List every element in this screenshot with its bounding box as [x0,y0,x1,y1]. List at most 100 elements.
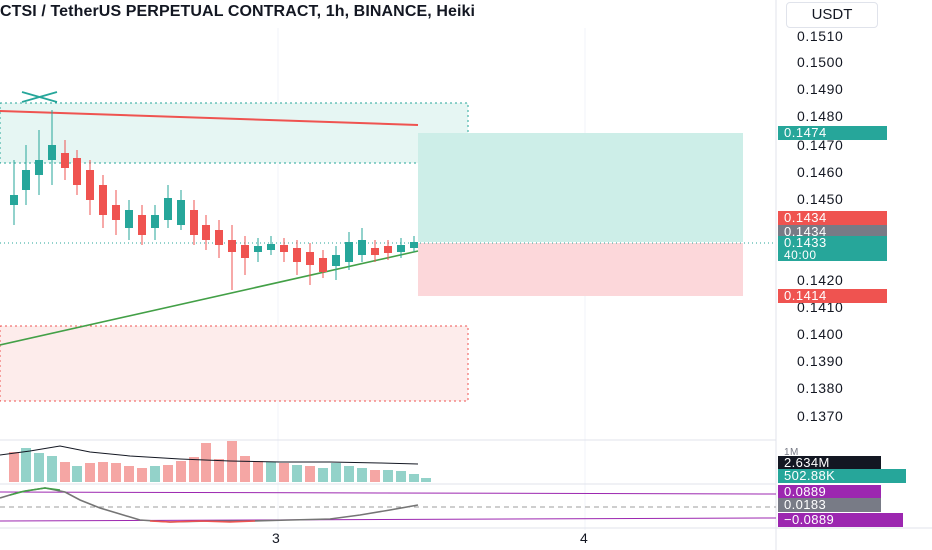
entry-price-tag: 0.1434 [778,211,887,225]
oscillator-upper-tag: 0.0889 [778,485,881,499]
last-price-tag: 0.1433 [778,236,887,250]
volume-value-tag: 2.634M [778,456,881,470]
volume-bar [305,466,315,482]
support-trend-line[interactable] [0,250,419,346]
candle-body [10,195,18,205]
long-position-stop-zone[interactable] [418,243,743,296]
volume-bar [163,465,173,482]
candle-body [177,200,185,225]
oscillator-value-tag: 0.0183 [778,498,881,512]
candle-body [164,198,172,220]
volume-bar [111,463,121,482]
volume-axis-marker: 1M [784,447,799,458]
chart-title: CTSI / TetherUS PERPETUAL CONTRACT, 1h, … [0,3,476,20]
price-axis-label: 0.1410 [797,299,844,315]
price-axis-label: 0.1490 [797,81,844,97]
candle-body [306,252,314,265]
volume-bar [98,462,108,482]
price-axis-label: 0.1450 [797,191,844,207]
volume-moving-average-line [0,445,419,465]
volume-bar [318,468,328,482]
volume-bar [176,461,186,482]
price-axis-label: 0.1400 [797,326,844,342]
volume-bar [383,470,393,482]
volume-bar [124,466,134,482]
oscillator-signal-up [9,487,61,496]
price-axis-label: 0.1420 [797,272,844,288]
candle-body [410,242,418,248]
volume-bar [266,462,276,482]
candle-body [151,215,159,228]
volume-bar [331,463,341,482]
candle-body [280,245,288,252]
candle-body [73,158,81,185]
price-axis-label: 0.1480 [797,108,844,124]
candle-body [112,205,120,220]
candle-body [215,230,223,245]
candle-body [254,246,262,252]
candle-body [48,145,56,160]
candle-body [125,210,133,228]
oscillator-upper-band [0,491,777,495]
candle-body [35,160,43,175]
time-axis-label: 3 [272,530,280,546]
volume-bar [357,468,367,482]
candle-body [86,170,94,200]
upper-supply-zone[interactable] [0,102,469,164]
volume-bar [292,465,302,482]
time-axis-label: 4 [580,530,588,546]
candle-countdown: 40:00 [778,249,887,261]
volume-bar [370,470,380,482]
candle-body [345,242,353,262]
price-axis-label: 0.1500 [797,54,844,70]
candle-body [228,240,236,252]
cross-marker-icon [21,91,58,103]
currency-selector[interactable]: USDT [786,2,878,28]
volume-bar [409,474,419,482]
price-axis-label: 0.1390 [797,353,844,369]
volume-bar [344,466,354,482]
price-axis-label: 0.1470 [797,137,844,153]
volume-bar [9,452,19,482]
volume-bar [279,463,289,482]
lower-demand-zone[interactable] [0,325,469,402]
long-position-target-zone[interactable] [418,133,743,242]
entry-price-tag-secondary: 0.1434 [778,225,887,239]
volume-bar [421,478,431,482]
candle-body [371,248,379,255]
volume-bar [60,462,70,482]
volume-bar [240,456,250,482]
volume-bar [137,468,147,482]
candle-body [202,225,210,240]
volume-bar [396,471,406,482]
price-axis-label: 0.1370 [797,408,844,424]
volume-bar [47,456,57,482]
candle-body [190,210,198,235]
volume-bars [9,441,431,482]
candle-body [99,185,107,215]
volume-bar [21,448,31,482]
price-axis-label: 0.1460 [797,164,844,180]
candle-body [397,245,405,252]
candle-body [61,153,69,168]
oscillator-lower-band [0,517,777,522]
volume-ma-tag: 502.88K [778,469,906,483]
candle-body [22,170,30,190]
candlestick-series[interactable] [10,110,418,290]
candle-body [332,255,340,266]
candle-body [241,245,249,258]
volume-bar [201,443,211,482]
resistance-trend-line[interactable] [0,110,419,126]
volume-bar [34,453,44,482]
candle-body [293,248,301,262]
candle-body [267,244,275,250]
volume-bar [189,457,199,482]
stop-price-tag: 0.1414 [778,289,887,303]
price-axis-label: 0.1380 [797,380,844,396]
volume-bar [85,463,95,482]
volume-bar [150,466,160,482]
volume-bar [214,459,224,482]
volume-bar [72,466,82,482]
